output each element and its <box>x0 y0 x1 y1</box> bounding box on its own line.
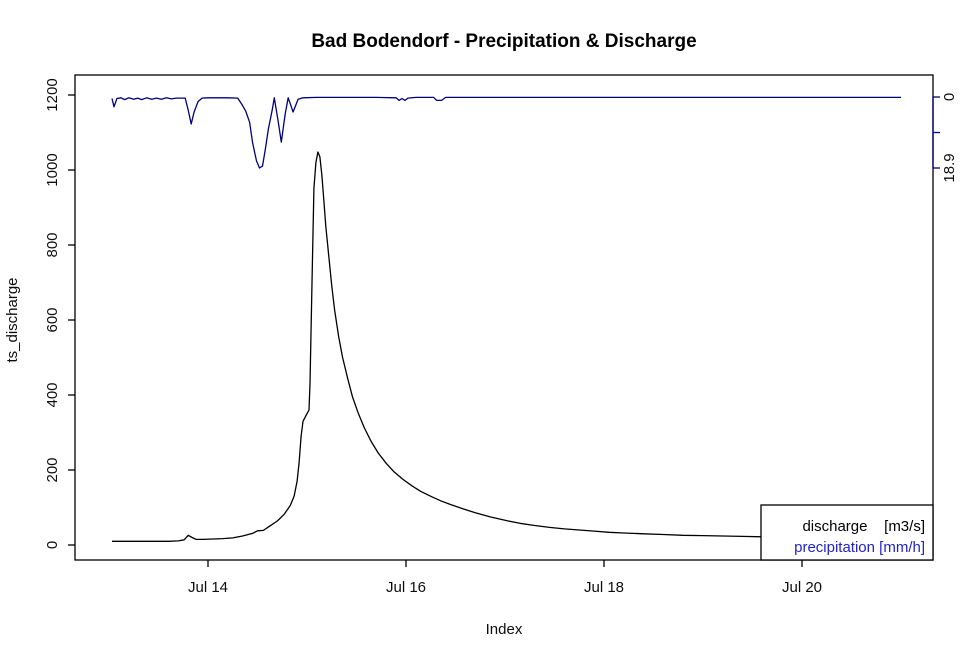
y-left-tick-label: 800 <box>44 232 61 257</box>
discharge-line <box>112 151 901 542</box>
x-tick-label: Jul 20 <box>782 579 822 596</box>
y-left-tick-label: 400 <box>44 382 61 407</box>
x-axis-title: Index <box>486 621 523 638</box>
series-group <box>111 96 901 542</box>
plot-frame <box>74 74 934 561</box>
y-right-tick-label: 0 <box>941 93 958 101</box>
y-axis-title: ts_discharge <box>4 277 21 362</box>
y-left-tick-label: 1000 <box>44 153 61 186</box>
legend-item-precipitation: precipitation [mm/h] <box>794 539 925 556</box>
precipitation-axis-group: 018.9 <box>932 93 958 183</box>
y-right-tick-label: 18.9 <box>941 153 958 182</box>
y-left-tick-label: 0 <box>44 541 61 549</box>
axes-ticks-group: Jul 14 Jul 16 Jul 18 Jul 20 0 200 400 600 800 100… <box>44 78 822 596</box>
x-tick-label: Jul 14 <box>188 579 228 596</box>
x-tick-label: Jul 18 <box>584 579 624 596</box>
legend: discharge [m3/s] precipitation [mm/h] <box>760 504 934 561</box>
y-left-tick-label: 200 <box>44 457 61 482</box>
legend-box <box>760 504 934 561</box>
y-left-tick-label: 1200 <box>44 78 61 111</box>
chart-title: Bad Bodendorf - Precipitation & Discharg… <box>311 31 696 52</box>
x-tick-label: Jul 16 <box>386 579 426 596</box>
precipitation-line <box>111 96 901 169</box>
legend-item-discharge: discharge [m3/s] <box>802 518 925 535</box>
y-left-tick-label: 600 <box>44 307 61 332</box>
